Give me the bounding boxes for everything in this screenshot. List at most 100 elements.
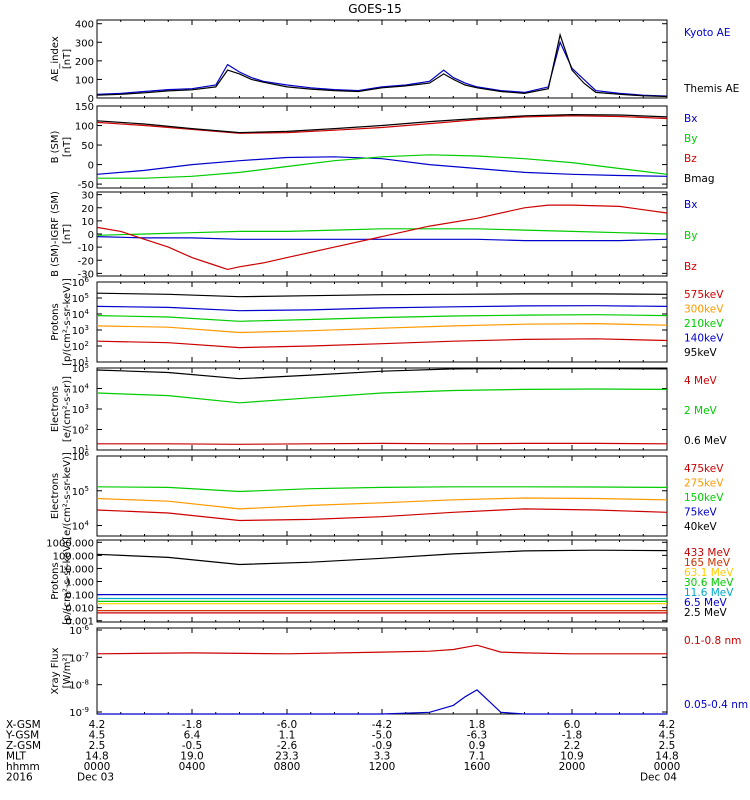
series-line-1 [96,549,668,566]
orbit-row-value: -0.5 [182,740,203,752]
orbit-row-value: 4.2 [659,719,676,731]
y-axis-label: Protons [50,562,61,599]
orbit-row-value: 0000 [654,761,681,773]
legend-entry: Kyoto AE [684,27,730,39]
orbit-row-value: 2.2 [564,740,581,752]
plot-title: GOES-15 [348,2,402,16]
panel-5: 105 104 103 102 101 Electrons [e/(cm²-s-sr)] 4 … [50,362,728,457]
legend-entry: 210keV [684,318,724,330]
y-axis-label: Electrons [50,386,61,432]
y-tick-label: 0.100 [65,591,94,602]
y-tick-label: -30 [78,269,94,280]
y-axis-label: B (SM) [50,130,61,163]
orbit-row-label: hhmm [6,761,40,773]
y-tick-label: 0 [88,94,94,105]
y-tick-label: 400 [75,20,94,31]
y-tick-label: -20 [78,256,94,267]
y-tick-label: 103 [72,324,89,337]
legend-entry: Bx [684,113,697,125]
orbit-row-value: 2.5 [89,740,106,752]
orbit-row-value: -5.0 [372,730,393,742]
series-line-3 [96,508,668,522]
legend-entry: 575keV [684,289,724,301]
legend-entry: 30.6 MeV [684,577,734,589]
orbit-row-label: X-GSM [6,719,41,731]
orbit-row-value: 4.2 [89,719,106,731]
legend-entry: 2 MeV [684,405,718,417]
series-line-3 [96,115,668,134]
panel-6: 106 105 104 Electrons [e/(cm²-s-sr-keV)] 475k… [50,450,724,540]
y-tick-label: -50 [78,180,94,191]
series-line-2 [96,388,668,404]
y-axis-unit: [nT] [62,224,73,244]
legend-entry: 63.1 MeV [684,567,734,579]
legend-entry: 40keV [684,521,718,533]
legend-entry: Bz [684,153,697,165]
legend-entry: Bx [684,199,697,211]
panel-frame [96,539,668,623]
y-tick-label: 10 [81,217,94,228]
legend-entry: 75keV [684,507,718,519]
legend-entry: 0.05-0.4 nm [684,699,748,711]
orbit-row-value: -6.0 [277,719,298,731]
y-axis-unit: [e/(cm²-s-sr)] [62,376,73,442]
y-tick-label: 10-9 [69,706,89,719]
y-tick-label: 103 [72,403,89,416]
legend-entry: 475keV [684,463,724,475]
legend-entry: 433 MeV [684,547,731,559]
y-tick-label: 150 [75,102,94,113]
y-tick-label: 106 [72,450,90,463]
y-tick-label: 100 [75,75,94,86]
panel-8: 10-6 10-7 10-8 10-9 Xray Flux [W/m²] 0.1-0.8 n… [50,624,748,719]
y-tick-label: 105 [72,362,89,375]
orbit-info-rows: X-GSMY-GSMZ-GSMMLThhmm20164.24.52.514.80… [5,719,680,784]
panel-frame [96,455,668,537]
orbit-row-value: -0.9 [372,740,393,752]
y-tick-label: 200 [75,57,94,68]
y-tick-label: 0.001 [65,617,94,628]
panel-frame [96,191,668,277]
legend-entry: Themis AE [683,83,739,95]
orbit-row-value: 4.5 [89,730,106,742]
series-line-2 [97,689,667,715]
y-tick-label: 50 [81,141,94,152]
legend-entry: 0.6 MeV [684,435,728,447]
orbit-row-value: Dec 03 [77,772,114,784]
orbit-row-value: 1200 [369,761,396,773]
orbit-row-value: 0.9 [469,740,486,752]
orbit-row-value: -1.8 [562,730,583,742]
legend-entry: 0.1-0.8 nm [684,635,741,647]
legend-entry: 150keV [684,492,724,504]
series-line-2 [96,497,668,510]
y-tick-label: 1.000 [65,578,94,589]
series-line-2 [96,228,668,236]
y-tick-label: 101 [72,356,89,369]
panel-3: 30 20 10 0 -10 -20 -30 B (SM)-IGRF (SM) [nT] Bx By… [50,191,697,281]
series-line-4 [96,322,668,334]
orbit-row-value: 4.5 [659,730,676,742]
orbit-row-value: Dec 04 [640,772,677,784]
y-tick-label: 1000.000 [46,538,94,549]
y-tick-label: 300 [75,38,94,49]
y-axis-unit: [p/(cm²-s-sr-keV)] [62,278,73,366]
series-line-1 [96,367,668,380]
series-line-1 [96,486,668,493]
orbit-row-value: 7.1 [469,751,486,763]
y-axis-unit: [nT] [62,49,73,69]
y-axis-label: Protons [50,303,61,340]
series-line-1 [96,292,668,298]
orbit-row-value: 1.8 [469,719,486,731]
legend-entry: 165 MeV [684,557,731,569]
orbit-row-label: Y-GSM [5,730,39,742]
series-line-2 [96,305,668,312]
series-line-2 [96,32,668,98]
y-tick-label: -10 [78,243,94,254]
y-tick-label: 104 [72,308,90,321]
orbit-row-label: 2016 [6,772,33,784]
y-tick-label: 102 [72,424,89,437]
orbit-row-value: 3.3 [374,751,391,763]
legend-entry: Bz [684,261,697,273]
y-tick-label: 0.010 [65,604,94,615]
legend-entry: Bmag [684,173,715,185]
